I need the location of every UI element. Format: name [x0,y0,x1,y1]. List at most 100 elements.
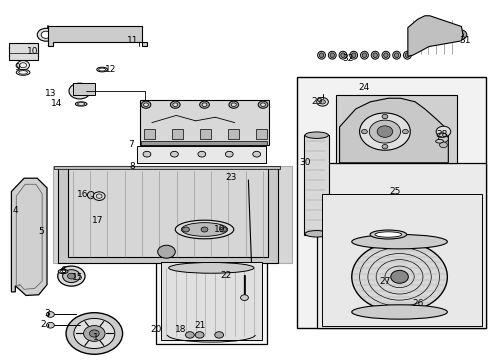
Circle shape [258,101,267,108]
Ellipse shape [349,51,357,59]
Text: 8: 8 [129,162,135,171]
Bar [53,166,292,263]
Circle shape [381,114,387,119]
Text: 13: 13 [45,89,57,98]
Ellipse shape [60,270,66,273]
Polygon shape [11,178,47,296]
Circle shape [359,113,409,150]
Circle shape [74,87,85,95]
Bar [156,260,266,344]
Circle shape [185,332,194,338]
Ellipse shape [351,305,447,319]
Ellipse shape [405,53,409,58]
Ellipse shape [75,102,87,106]
Circle shape [17,60,29,70]
Bar [297,77,486,328]
Circle shape [41,31,51,39]
Ellipse shape [360,51,367,59]
Circle shape [201,227,207,232]
Text: 16: 16 [77,190,88,199]
Ellipse shape [394,53,398,58]
Circle shape [381,144,387,149]
Bar [137,145,266,163]
Bar [304,135,329,234]
Text: 32: 32 [342,54,353,63]
Circle shape [214,332,223,338]
Text: 11: 11 [126,36,138,45]
Ellipse shape [305,230,328,237]
Ellipse shape [383,53,387,58]
Text: 26: 26 [411,299,423,308]
Ellipse shape [403,51,410,59]
Bar [227,129,239,139]
Circle shape [319,100,325,104]
Circle shape [260,103,265,107]
Bar [73,83,95,95]
Ellipse shape [305,132,328,138]
Circle shape [228,101,238,108]
Text: 4: 4 [13,206,18,215]
Text: 25: 25 [388,187,400,196]
Circle shape [251,293,259,298]
Ellipse shape [317,51,325,59]
Ellipse shape [58,269,68,274]
Ellipse shape [362,53,366,58]
Ellipse shape [435,139,443,143]
Circle shape [67,273,75,279]
Bar [316,163,486,328]
Ellipse shape [338,51,346,59]
Circle shape [199,101,209,108]
Circle shape [46,312,54,318]
Ellipse shape [372,53,377,58]
Circle shape [219,227,226,232]
Text: 31: 31 [458,36,469,45]
Circle shape [172,103,177,107]
Ellipse shape [340,53,345,58]
Ellipse shape [328,51,335,59]
Bar [54,166,279,169]
Circle shape [456,32,463,37]
Circle shape [83,325,105,341]
Circle shape [69,83,90,99]
Circle shape [66,313,122,354]
Bar [160,262,262,339]
Bar [335,95,456,163]
Text: 5: 5 [38,228,43,237]
Circle shape [252,151,260,157]
Circle shape [170,101,180,108]
Ellipse shape [319,53,323,58]
Text: 12: 12 [104,65,116,74]
Polygon shape [58,167,277,263]
Bar [321,194,482,326]
Bar [140,100,268,145]
Ellipse shape [392,51,400,59]
Circle shape [89,330,99,337]
Circle shape [435,126,450,137]
Polygon shape [48,26,147,45]
Text: 6: 6 [60,266,66,275]
Circle shape [141,101,151,108]
Circle shape [93,192,105,201]
Bar [255,129,267,139]
Text: 24: 24 [358,83,369,92]
Circle shape [225,151,233,157]
Circle shape [368,120,400,143]
Text: 19: 19 [214,225,225,234]
Ellipse shape [436,133,446,137]
Circle shape [402,130,407,134]
Circle shape [195,332,203,338]
Bar [9,42,38,60]
Ellipse shape [374,232,401,237]
Text: 9: 9 [14,63,20,72]
Bar [199,129,211,139]
Circle shape [58,266,85,286]
Circle shape [182,227,189,232]
Text: 28: 28 [435,130,447,139]
Bar [171,129,183,139]
Ellipse shape [87,192,94,199]
Text: 17: 17 [91,216,103,225]
Circle shape [37,28,55,41]
Ellipse shape [181,223,227,236]
Circle shape [198,151,205,157]
Ellipse shape [412,32,424,45]
